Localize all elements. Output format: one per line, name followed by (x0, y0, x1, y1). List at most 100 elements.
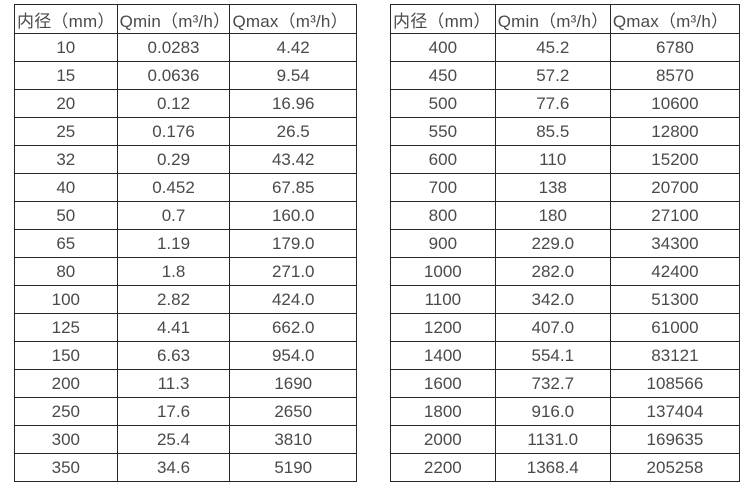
column-header: 内径（mm） (14, 4, 118, 34)
table-cell: 17.6 (116, 397, 231, 426)
table-cell: 1131.0 (494, 425, 611, 454)
table-cell: 400 (390, 33, 496, 62)
table-cell: 10 (14, 33, 118, 62)
column-header: Qmax（m³/h） (229, 4, 357, 34)
table-cell: 9.54 (229, 61, 357, 90)
table-row: 1800 916.0 137404 (390, 397, 741, 426)
table-row: 1100 342.0 51300 (390, 285, 741, 314)
table-row: 1200 407.0 61000 (390, 313, 741, 342)
table-cell: 11.3 (116, 369, 231, 398)
table-cell: 43.42 (229, 145, 357, 174)
table-cell: 554.1 (494, 341, 611, 370)
table-cell: 954.0 (229, 341, 357, 370)
table-cell: 20 (14, 89, 118, 118)
table-cell: 32 (14, 145, 118, 174)
table-cell: 1000 (390, 257, 496, 286)
table-row: 1000 282.0 42400 (390, 257, 741, 286)
table-row: 250 17.6 2650 (14, 397, 357, 426)
table-row: 32 0.29 43.42 (14, 145, 357, 174)
table-cell: 67.85 (229, 173, 357, 202)
table-cell: 2200 (390, 453, 496, 482)
table-row: 65 1.19 179.0 (14, 229, 357, 258)
table-cell: 205258 (609, 453, 741, 482)
table-cell: 85.5 (494, 117, 611, 146)
table-cell: 45.2 (494, 33, 611, 62)
table-cell: 50 (14, 201, 118, 230)
table-cell: 200 (14, 369, 118, 398)
table-row: 200 11.3 1690 (14, 369, 357, 398)
table-row: 800 180 27100 (390, 201, 741, 230)
table-cell: 51300 (609, 285, 741, 314)
table-cell: 1.19 (116, 229, 231, 258)
table-cell: 26.5 (229, 117, 357, 146)
header-row: 内径（mm） Qmin（m³/h） Qmax（m³/h） (14, 4, 357, 34)
flow-spec-tables-container: 内径（mm） Qmin（m³/h） Qmax（m³/h） 10 0.0283 4.42 1… (14, 4, 741, 482)
table-cell: 350 (14, 453, 118, 482)
table-cell: 10600 (609, 89, 741, 118)
table-cell: 500 (390, 89, 496, 118)
table-row: 700 138 20700 (390, 173, 741, 202)
table-cell: 83121 (609, 341, 741, 370)
table-cell: 282.0 (494, 257, 611, 286)
table-cell: 150 (14, 341, 118, 370)
table-cell: 662.0 (229, 313, 357, 342)
table-cell: 16.96 (229, 89, 357, 118)
table-cell: 25 (14, 117, 118, 146)
table-cell: 229.0 (494, 229, 611, 258)
table-cell: 15200 (609, 145, 741, 174)
table-cell: 800 (390, 201, 496, 230)
table-cell: 20700 (609, 173, 741, 202)
table-row: 40 0.452 67.85 (14, 173, 357, 202)
table-row: 400 45.2 6780 (390, 33, 741, 62)
table-cell: 271.0 (229, 257, 357, 286)
table-row: 500 77.6 10600 (390, 89, 741, 118)
table-cell: 407.0 (494, 313, 611, 342)
column-header: Qmin（m³/h） (494, 4, 611, 34)
table-cell: 4.41 (116, 313, 231, 342)
table-cell: 424.0 (229, 285, 357, 314)
table-cell: 42400 (609, 257, 741, 286)
table-row: 20 0.12 16.96 (14, 89, 357, 118)
table-cell: 342.0 (494, 285, 611, 314)
table-cell: 1690 (229, 369, 357, 398)
table-cell: 1100 (390, 285, 496, 314)
table-cell: 600 (390, 145, 496, 174)
table-cell: 2650 (229, 397, 357, 426)
table-row: 550 85.5 12800 (390, 117, 741, 146)
table-cell: 1368.4 (494, 453, 611, 482)
table-cell: 160.0 (229, 201, 357, 230)
table-cell: 300 (14, 425, 118, 454)
table-cell: 125 (14, 313, 118, 342)
table-row: 10 0.0283 4.42 (14, 33, 357, 62)
table-cell: 80 (14, 257, 118, 286)
table-cell: 100 (14, 285, 118, 314)
table-cell: 550 (390, 117, 496, 146)
table-cell: 15 (14, 61, 118, 90)
table-cell: 0.12 (116, 89, 231, 118)
table-cell: 1600 (390, 369, 496, 398)
column-header: Qmin（m³/h） (116, 4, 231, 34)
table-row: 150 6.63 954.0 (14, 341, 357, 370)
table-cell: 1800 (390, 397, 496, 426)
table-row: 350 34.6 5190 (14, 453, 357, 482)
table-cell: 0.0283 (116, 33, 231, 62)
table-cell: 6.63 (116, 341, 231, 370)
table-cell: 0.176 (116, 117, 231, 146)
table-row: 300 25.4 3810 (14, 425, 357, 454)
table-cell: 450 (390, 61, 496, 90)
table-row: 1600 732.7 108566 (390, 369, 741, 398)
table-cell: 77.6 (494, 89, 611, 118)
table-row: 15 0.0636 9.54 (14, 61, 357, 90)
table-row: 25 0.176 26.5 (14, 117, 357, 146)
table-cell: 0.0636 (116, 61, 231, 90)
table-cell: 900 (390, 229, 496, 258)
table-row: 100 2.82 424.0 (14, 285, 357, 314)
table-cell: 12800 (609, 117, 741, 146)
table-cell: 180 (494, 201, 611, 230)
table-cell: 27100 (609, 201, 741, 230)
table-row: 900 229.0 34300 (390, 229, 741, 258)
table-cell: 3810 (229, 425, 357, 454)
column-header: Qmax（m³/h） (609, 4, 741, 34)
table-cell: 138 (494, 173, 611, 202)
table-cell: 0.452 (116, 173, 231, 202)
